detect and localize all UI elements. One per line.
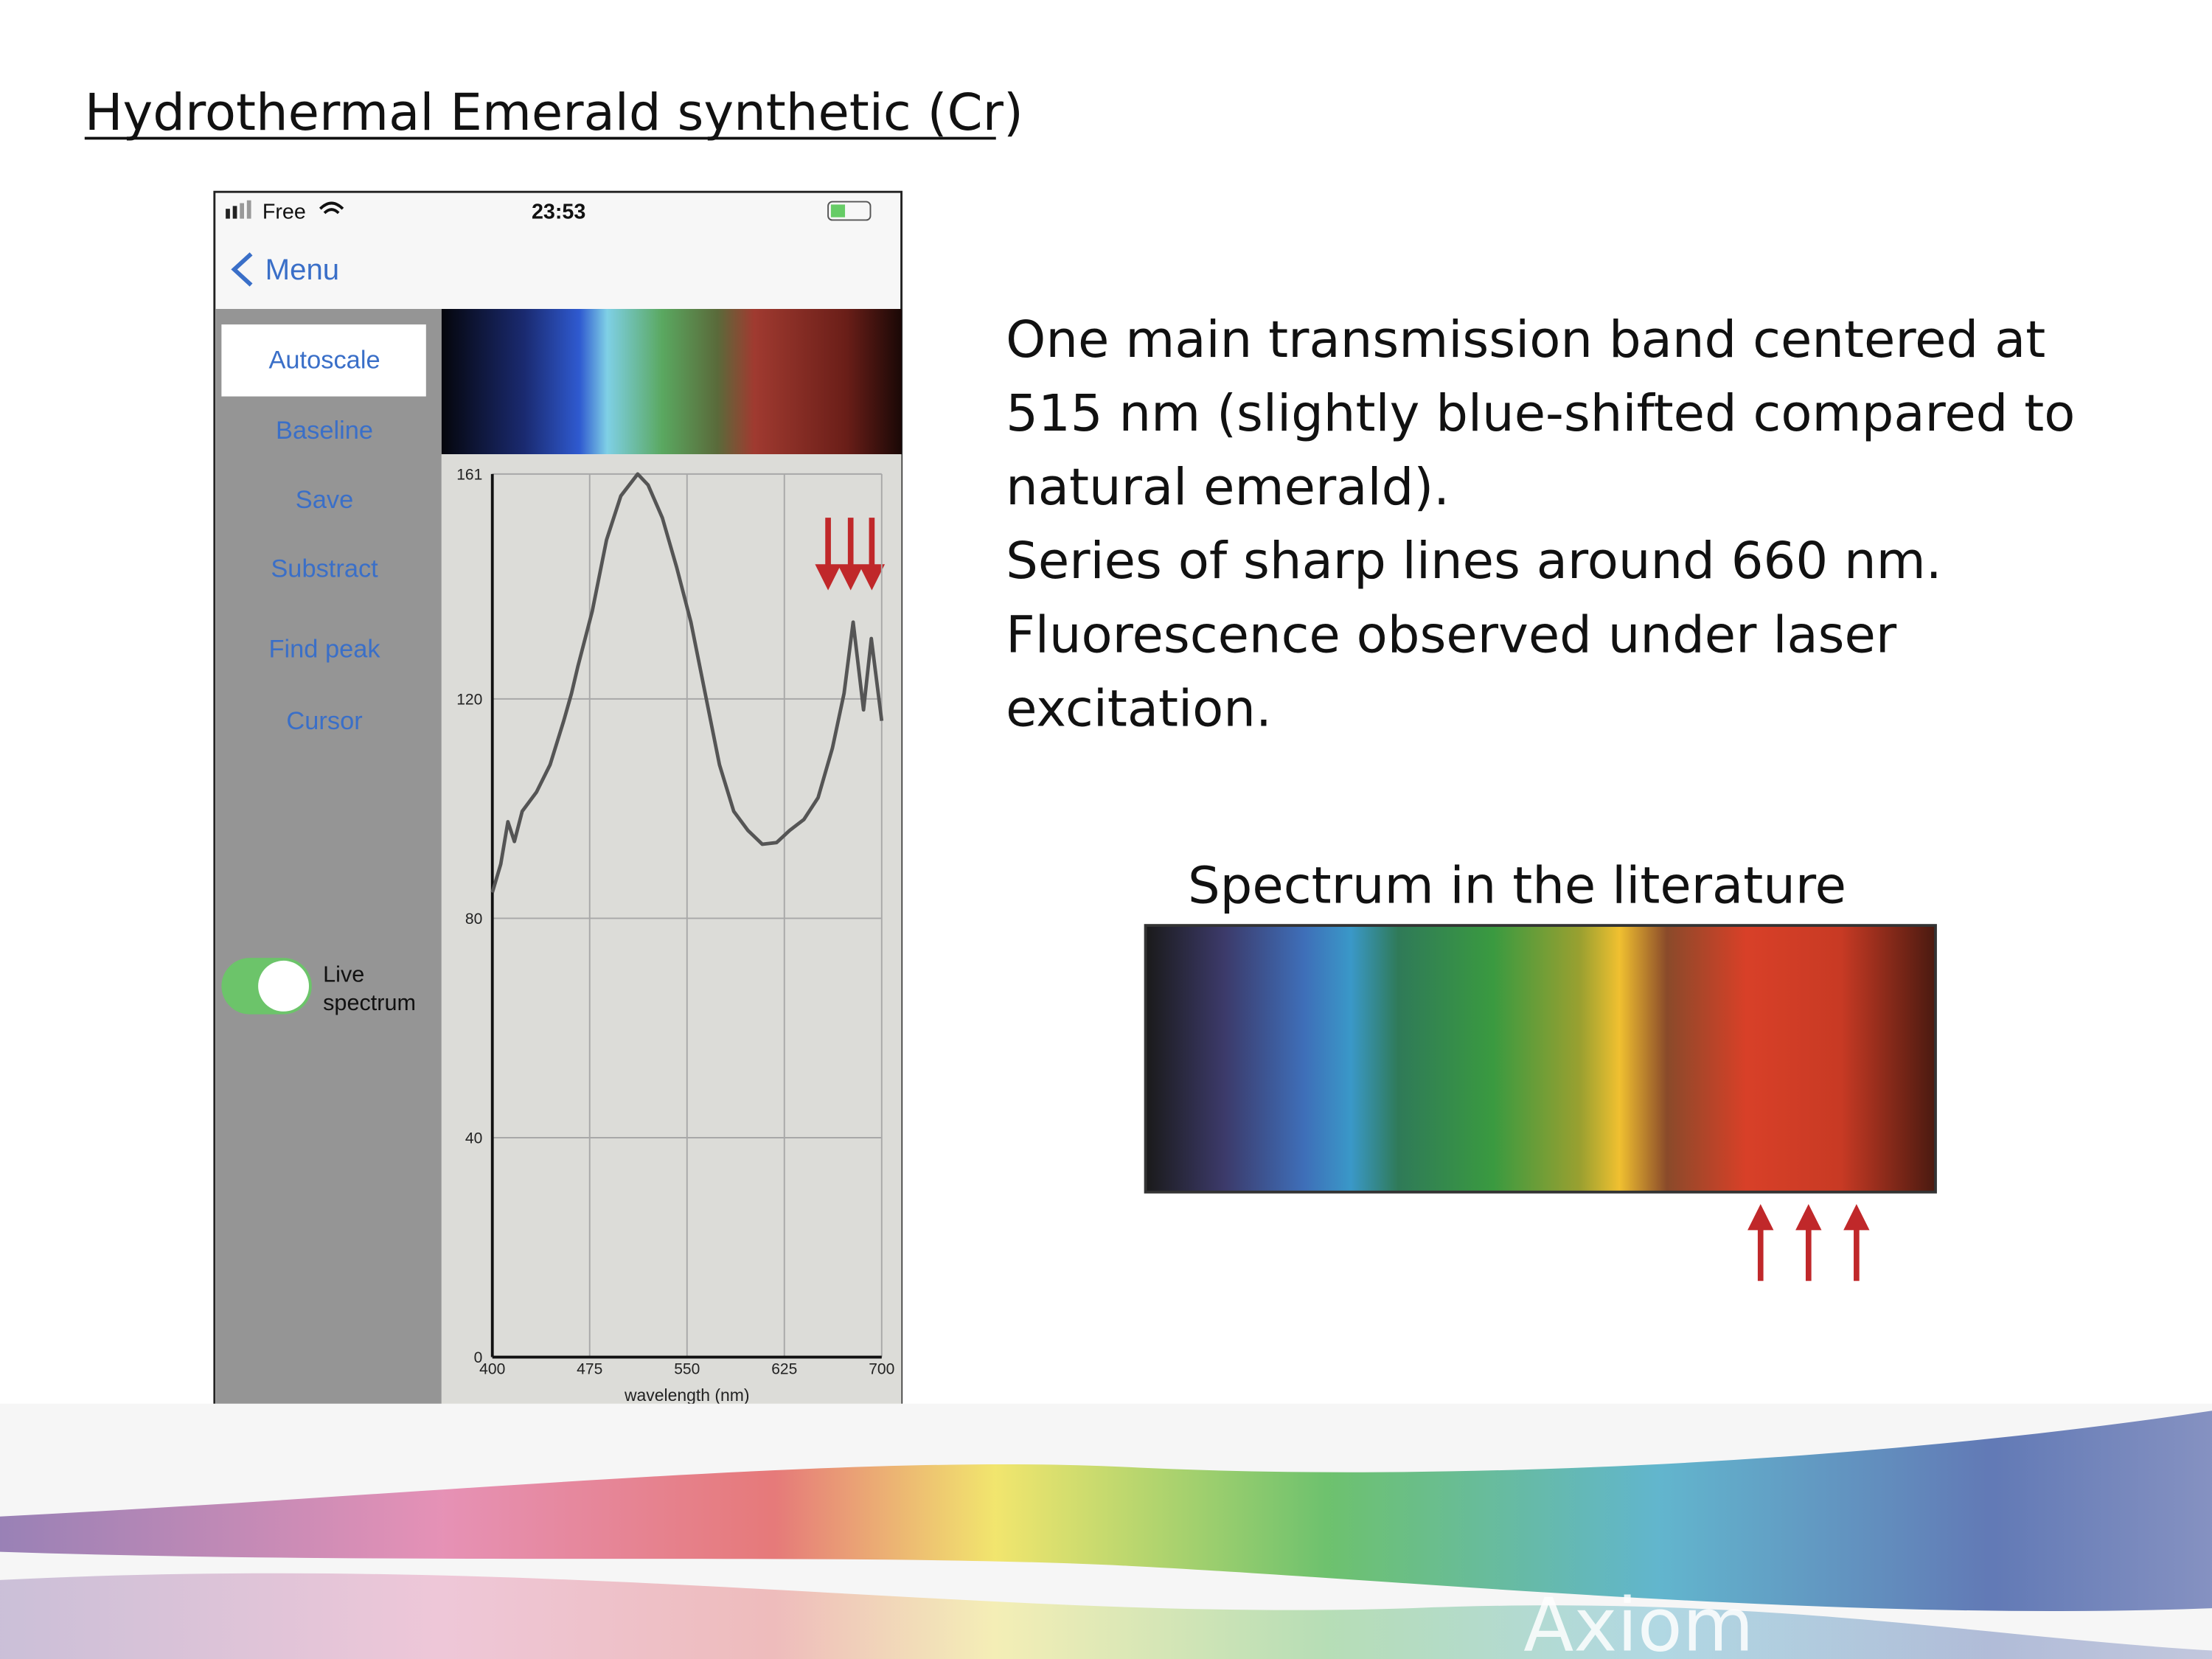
selected-button-bg — [221, 324, 426, 397]
watermark: Axiom — [1523, 1584, 1753, 1659]
y-tick-label: 161 — [456, 467, 482, 484]
y-tick-label: 120 — [456, 692, 482, 709]
back-chevron[interactable] — [231, 252, 253, 287]
sidebar — [215, 309, 442, 1411]
literature-caption: Spectrum in the literature — [1188, 856, 1846, 915]
toggle-label: Live — [323, 962, 364, 987]
description-line: One main transmission band centered at — [1006, 310, 2045, 369]
x-axis-label: wavelength (nm) — [624, 1385, 750, 1405]
x-tick-label: 625 — [771, 1361, 797, 1378]
x-tick-label: 475 — [577, 1361, 602, 1378]
description-line: excitation. — [1006, 679, 1272, 738]
description-line: Fluorescence observed under laser — [1006, 605, 1897, 664]
plot-area — [441, 454, 902, 1411]
description: One main transmission band centered at 51… — [1006, 310, 2075, 738]
toggle-label: spectrum — [323, 990, 416, 1015]
description-line: natural emerald). — [1006, 458, 1450, 517]
description-line: 515 nm (slightly blue-shifted compared t… — [1006, 384, 2075, 443]
spectrum-line — [490, 472, 884, 894]
battery-level — [830, 204, 846, 218]
clock: 23:53 — [532, 201, 585, 224]
sidebar-button[interactable]: Find peak — [268, 636, 380, 664]
signal-icon — [240, 203, 244, 219]
swirl — [0, 1573, 2212, 1659]
x-tick-label: 550 — [674, 1361, 700, 1378]
toggle-knob[interactable] — [258, 960, 310, 1012]
sidebar-button[interactable]: Cursor — [286, 707, 362, 735]
signal-icon — [232, 206, 237, 219]
y-tick-label: 40 — [465, 1130, 482, 1147]
swirl — [0, 1411, 2212, 1611]
sidebar-button[interactable]: Save — [296, 486, 353, 514]
battery-icon — [827, 201, 872, 221]
sidebar-button[interactable]: Substract — [271, 555, 378, 583]
literature-spectrum — [1144, 924, 1937, 1194]
y-tick-label: 0 — [474, 1349, 483, 1366]
carrier: Free — [262, 201, 306, 224]
phone-screenshot: Free 23:53 Menu Autoscale Baseline Save Sub… — [213, 190, 903, 1412]
x-tick-label: 400 — [479, 1361, 505, 1378]
camera-spectrum — [441, 309, 902, 455]
slide-title: Hydrothermal Emerald synthetic (Cr) — [85, 83, 1023, 142]
wifi-icon — [319, 201, 344, 215]
description-line: Series of sharp lines around 660 nm. — [1006, 532, 1941, 591]
back-button[interactable]: Menu — [265, 253, 339, 286]
x-tick-label: 700 — [869, 1361, 894, 1378]
sidebar-button[interactable]: Baseline — [276, 417, 373, 445]
y-tick-label: 80 — [465, 911, 482, 928]
arrows-down — [815, 518, 886, 591]
sidebar-button[interactable]: Autoscale — [268, 346, 380, 374]
signal-icon — [226, 209, 230, 219]
arrows-up — [1747, 1204, 1870, 1281]
signal-icon — [246, 200, 251, 219]
